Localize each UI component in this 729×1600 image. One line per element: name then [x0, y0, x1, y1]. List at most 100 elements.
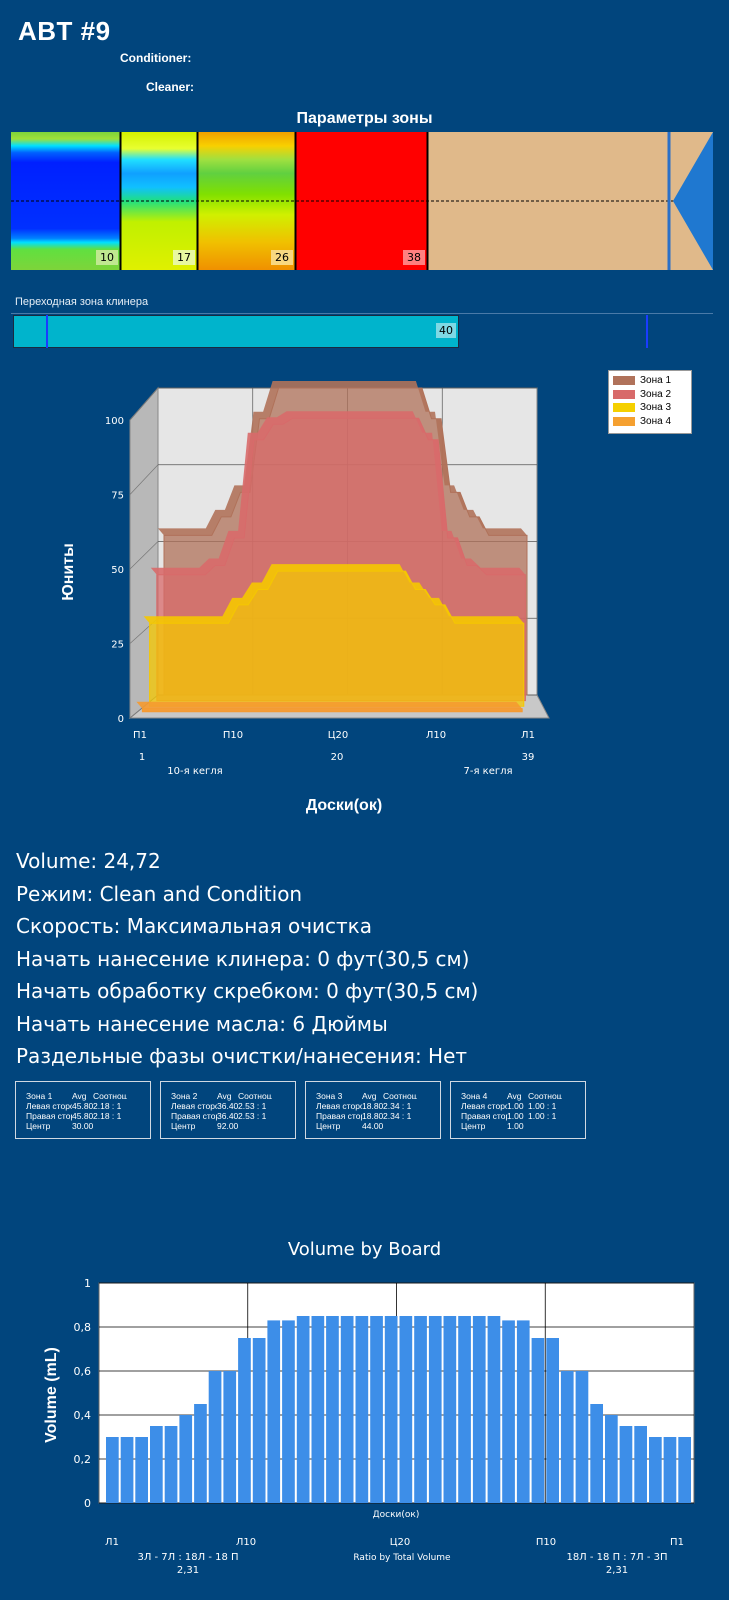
bar — [223, 1371, 237, 1503]
mini-cell — [93, 1121, 127, 1131]
bar — [194, 1404, 207, 1503]
mini-cell — [528, 1121, 562, 1131]
mini-header-avg: Avg — [507, 1091, 522, 1101]
bar — [502, 1320, 515, 1503]
zone1-end-label: 10 — [96, 250, 118, 265]
ratio-right-value: 2,31 — [606, 1565, 628, 1576]
bar — [531, 1338, 545, 1503]
mini-cell: 2.18 : 1 — [93, 1101, 122, 1111]
mini-cell — [383, 1121, 417, 1131]
series-area-4 — [141, 708, 523, 713]
y-tick-label: 1 — [84, 1277, 91, 1290]
transition-divider — [11, 313, 713, 314]
zone3-ratio-table: Зона 3 Avg Соотнош Левая сторона18.802.34 … — [305, 1081, 441, 1139]
bar — [458, 1316, 471, 1503]
zone-units-3d-chart: 0 25 50 75 100 П1 П10 Ц20 Л10 Л1 1 20 39 10-я кегля 7-… — [60, 381, 550, 814]
x-tick-label: Ц20 — [328, 730, 349, 741]
zone-parameters-strip[interactable]: 10 17 26 38 — [11, 132, 713, 270]
mini-header-avg: Avg — [362, 1091, 377, 1101]
bar — [311, 1316, 325, 1503]
transition-marker-end — [646, 315, 648, 348]
mini-cell: 44.00 — [362, 1121, 383, 1131]
x-tick-label: Ц20 — [390, 1537, 411, 1548]
bar — [443, 1316, 457, 1503]
mini-header-ratio: Соотнош — [93, 1091, 127, 1101]
cleaner-transition-bar[interactable] — [13, 315, 459, 348]
legend-swatch — [613, 376, 635, 386]
bar — [179, 1415, 193, 1503]
ratio-center-label: Ratio by Total Volume — [353, 1553, 451, 1563]
ratio-left-value: 2,31 — [177, 1565, 199, 1576]
conditioner-label: Conditioner: — [120, 51, 192, 65]
bar — [326, 1316, 339, 1503]
y-tick-label: 0,8 — [74, 1321, 92, 1334]
x-tick-number: 39 — [522, 752, 535, 763]
y-tick-label: 25 — [111, 640, 124, 651]
y-tick-label: 50 — [111, 565, 124, 576]
series-top-4 — [136, 701, 523, 709]
mini-cell: 1.00 : 1 — [528, 1111, 557, 1121]
legend-label: Зона 4 — [640, 415, 672, 427]
mini-cell: 1.00 : 1 — [528, 1101, 557, 1111]
mini-cell: Левая сторона — [316, 1101, 362, 1111]
mini-cell: Правая сторона — [316, 1111, 362, 1121]
mini-cell: 92.00 — [217, 1121, 238, 1131]
mini-title: Зона 4 — [461, 1091, 488, 1101]
y-axis-title: Юниты — [60, 543, 77, 601]
cleaner-start-text: Начать нанесение клинера: 0 фут(30,5 см) — [16, 946, 470, 971]
mini-cell: Центр — [171, 1121, 196, 1131]
mini-cell: 2.34 : 1 — [383, 1111, 412, 1121]
x-tick-label: П1 — [670, 1537, 684, 1548]
zone-params-title: Параметры зоны — [296, 110, 433, 127]
bar — [575, 1371, 589, 1503]
ratio-left-label: 3Л - 7Л : 18Л - 18 П — [137, 1552, 238, 1563]
mini-title: Зона 3 — [316, 1091, 343, 1101]
bar — [340, 1316, 354, 1503]
bar — [120, 1437, 134, 1503]
y-tick-label: 0,6 — [74, 1365, 92, 1378]
bar — [252, 1338, 266, 1503]
zone4-end-label: 38 — [403, 250, 425, 265]
x-tick-label: Л10 — [236, 1537, 256, 1548]
pin-annotation: 10-я кегля — [167, 766, 222, 777]
mini-cell: 18.80 — [362, 1111, 383, 1121]
volume-text: Volume: 24,72 — [16, 849, 161, 873]
bar — [282, 1320, 295, 1503]
mini-header-avg: Avg — [217, 1091, 232, 1101]
bar — [267, 1320, 281, 1503]
mini-cell: 18.80 — [362, 1101, 383, 1111]
legend-label: Зона 3 — [640, 402, 672, 414]
mini-cell: 30.00 — [72, 1121, 93, 1131]
mini-cell: Центр — [461, 1121, 486, 1131]
transition-marker-start — [46, 315, 48, 348]
legend-swatch — [613, 403, 635, 413]
y-axis-title: Volume (mL) — [43, 1347, 60, 1443]
chart-legend: Зона 1 Зона 2 Зона 3 Зона 4 — [608, 370, 692, 434]
legend-item: Зона 3 — [613, 401, 687, 415]
mini-cell: Центр — [316, 1121, 341, 1131]
mini-header-ratio: Соотнош — [238, 1091, 272, 1101]
y-tick-label: 0,4 — [74, 1409, 92, 1422]
bar — [164, 1426, 178, 1503]
legend-item: Зона 2 — [613, 388, 687, 402]
bar — [560, 1371, 574, 1503]
separate-phases-text: Раздельные фазы очистки/нанесения: Нет — [16, 1044, 468, 1068]
mini-cell: Правая сторона — [26, 1111, 72, 1121]
x-tick-label: П10 — [223, 730, 243, 741]
bar — [414, 1316, 427, 1503]
bar — [590, 1404, 603, 1503]
pin-annotation: 7-я кегля — [463, 766, 512, 777]
transition-zone-label: Переходная зона клинера — [15, 296, 149, 308]
speed-text: Скорость: Максимальная очистка — [16, 914, 372, 938]
legend-swatch — [613, 389, 635, 399]
mini-cell: 1.00 — [507, 1101, 524, 1111]
bar — [472, 1316, 486, 1503]
bar — [428, 1316, 442, 1503]
x-tick-label: Л1 — [105, 1537, 119, 1548]
mini-cell: Левая сторона — [461, 1101, 507, 1111]
bar — [546, 1338, 559, 1503]
bar — [106, 1437, 119, 1503]
x-tick-number: 1 — [139, 752, 145, 763]
bar — [619, 1426, 633, 1503]
mini-cell: Правая сторона — [461, 1111, 507, 1121]
